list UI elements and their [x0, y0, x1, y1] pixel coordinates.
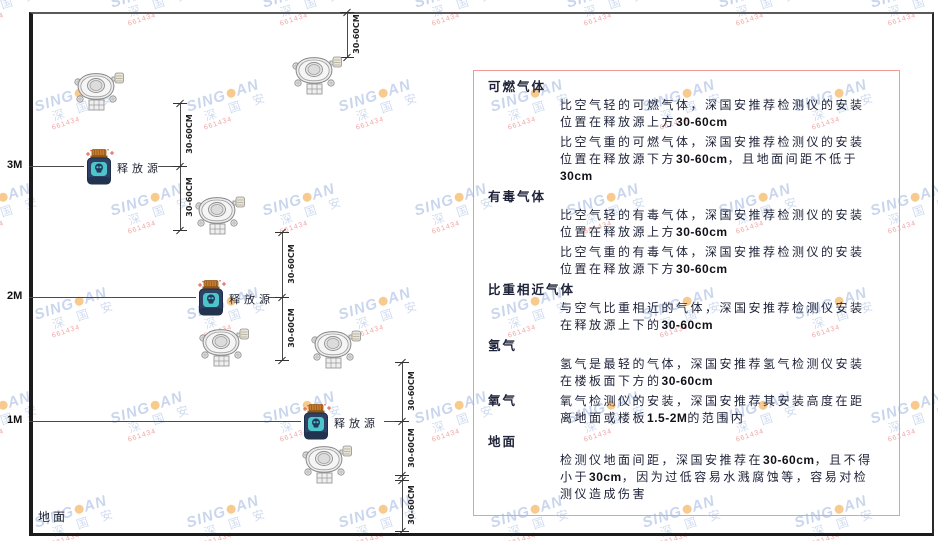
height-label-2m: 2M [7, 290, 23, 302]
installation-guide-panel: 可燃气体 比空气轻的可燃气体，深国安推荐检测仪的安装位置在释放源上方30-60c… [473, 70, 900, 516]
section-paragraphs: 比空气轻的有毒气体，深国安推荐检测仪的安装位置在释放源上方30-60cm 比空气重… [488, 207, 885, 278]
dimension-line [402, 362, 403, 531]
dimension-tick [395, 527, 409, 536]
section-paragraphs: 检测仪地面间距，深国安推荐在30-60cm，且不得小于30cm，因为过低容易水溅… [488, 452, 885, 503]
section-heading: 可燃气体 [488, 80, 547, 94]
section-paragraph: 比空气轻的有毒气体，深国安推荐检测仪的安装位置在释放源上方30-60cm [560, 208, 865, 239]
level-line [384, 421, 405, 422]
level-line [29, 297, 196, 298]
dimension-tick [275, 356, 289, 365]
dimension-line [282, 232, 283, 360]
panel-section: 有毒气体 比空气轻的有毒气体，深国安推荐检测仪的安装位置在释放源上方30-60c… [488, 189, 885, 278]
section-paragraphs: 氢气是最轻的气体，深国安推荐氢气检测仪安装在楼板面下方的30-60cm [488, 356, 885, 390]
release-source-icon [303, 404, 331, 440]
height-label-3m: 3M [7, 159, 23, 171]
dimension-tick [173, 162, 187, 171]
ground-label: 地面 [38, 510, 69, 524]
level-line [158, 166, 184, 167]
gas-detector-icon [199, 328, 249, 367]
panel-section: 氢气 氢气是最轻的气体，深国安推荐氢气检测仪安装在楼板面下方的30-60cm [488, 338, 885, 390]
section-heading: 地面 [488, 435, 518, 449]
panel-section: 氧气 氧气检测仪的安装，深国安推荐其安装高度在距离地面或楼板1.5-2M的范围内 [488, 393, 885, 430]
panel-section: 地面 检测仪地面间距，深国安推荐在30-60cm，且不得小于30cm，因为过低容… [488, 434, 885, 503]
dimension-label: 30-60CM [287, 308, 296, 348]
gas-detector-icon [302, 445, 352, 484]
dimension-tick [275, 293, 289, 302]
dimension-label: 30-60CM [185, 114, 194, 154]
dimension-tick [395, 476, 409, 485]
gas-detector-icon [74, 72, 124, 111]
section-paragraph: 检测仪地面间距，深国安推荐在30-60cm，且不得小于30cm，因为过低容易水溅… [560, 453, 873, 501]
gas-detector-icon [195, 196, 245, 235]
section-paragraph: 氧气检测仪的安装，深国安推荐其安装高度在距离地面或楼板1.5-2M的范围内 [560, 394, 865, 425]
dimension-tick [395, 358, 409, 367]
gas-detector-icon [292, 56, 342, 95]
dimension-tick [340, 8, 354, 17]
dimension-tick [395, 471, 409, 480]
section-paragraph: 与空气比重相近的气体，深国安推荐检测仪安装在释放源上下的30-60cm [560, 301, 865, 332]
section-heading: 比重相近气体 [488, 283, 576, 297]
dimension-tick [275, 228, 289, 237]
gas-detector-icon [311, 330, 361, 369]
section-heading: 氧气 [488, 394, 518, 408]
section-paragraphs: 氧气检测仪的安装，深国安推荐其安装高度在距离地面或楼板1.5-2M的范围内 [560, 393, 876, 430]
height-label-1m: 1M [7, 414, 23, 426]
level-line [29, 166, 84, 167]
section-paragraph: 比空气重的可燃气体，深国安推荐检测仪的安装位置在释放源下方30-60cm，且地面… [560, 135, 865, 183]
dimension-label: 30-60CM [407, 428, 416, 468]
dimension-tick [173, 99, 187, 108]
room-outline [29, 12, 934, 536]
dimension-label: 30-60CM [407, 371, 416, 411]
dimension-label: 30-60CM [352, 14, 361, 54]
release-source-label: 释放源 [229, 294, 274, 306]
release-source-icon [198, 280, 226, 316]
panel-section: 比重相近气体 与空气比重相近的气体，深国安推荐检测仪安装在释放源上下的30-60… [488, 282, 885, 334]
dimension-label: 30-60CM [407, 485, 416, 525]
panel-section: 可燃气体 比空气轻的可燃气体，深国安推荐检测仪的安装位置在释放源上方30-60c… [488, 79, 885, 185]
dimension-line [347, 12, 348, 57]
section-paragraph: 比空气轻的可燃气体，深国安推荐检测仪的安装位置在释放源上方30-60cm [560, 98, 865, 129]
level-line [29, 421, 301, 422]
section-paragraphs: 与空气比重相近的气体，深国安推荐检测仪安装在释放源上下的30-60cm [488, 300, 885, 334]
release-source-label: 释放源 [117, 163, 162, 175]
section-paragraph: 比空气重的有毒气体，深国安推荐检测仪的安装位置在释放源下方30-60cm [560, 245, 865, 276]
release-source-icon [86, 149, 114, 185]
dimension-label: 30-60CM [287, 244, 296, 284]
section-paragraphs: 比空气轻的可燃气体，深国安推荐检测仪的安装位置在释放源上方30-60cm 比空气重… [488, 97, 885, 185]
section-paragraph: 氢气是最轻的气体，深国安推荐氢气检测仪安装在楼板面下方的30-60cm [560, 357, 865, 388]
section-heading: 有毒气体 [488, 190, 547, 204]
dimension-tick [395, 417, 409, 426]
dimension-tick [340, 53, 354, 62]
section-heading: 氢气 [488, 339, 518, 353]
dimension-tick [173, 226, 187, 235]
release-source-label: 释放源 [334, 418, 379, 430]
